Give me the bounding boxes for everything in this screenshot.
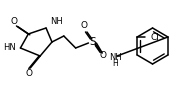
Text: O: O	[26, 68, 33, 78]
Text: O: O	[10, 17, 17, 27]
Text: NH: NH	[50, 17, 63, 26]
Text: H: H	[112, 58, 118, 68]
Text: S: S	[89, 37, 96, 47]
Text: HN: HN	[3, 44, 15, 52]
Text: Cl: Cl	[151, 33, 160, 41]
Text: O: O	[100, 52, 107, 60]
Text: O: O	[80, 21, 87, 31]
Text: NH: NH	[109, 52, 122, 62]
